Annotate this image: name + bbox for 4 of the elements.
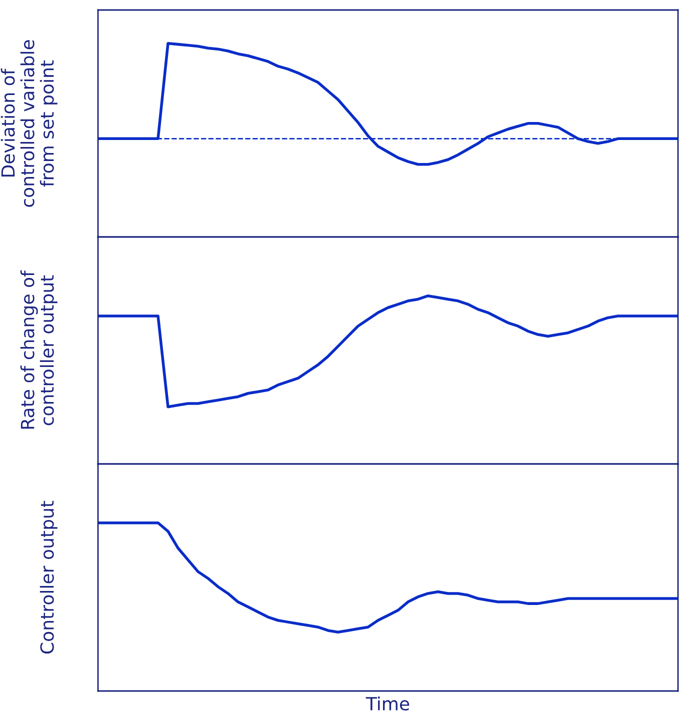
y-axis-title: Controller output	[40, 500, 58, 654]
y-axis-title: Deviation of controlled variable from set point	[0, 40, 58, 207]
x-axis-title: Time	[366, 696, 410, 711]
y-axis-title: Rate of change of controller output	[20, 270, 58, 429]
